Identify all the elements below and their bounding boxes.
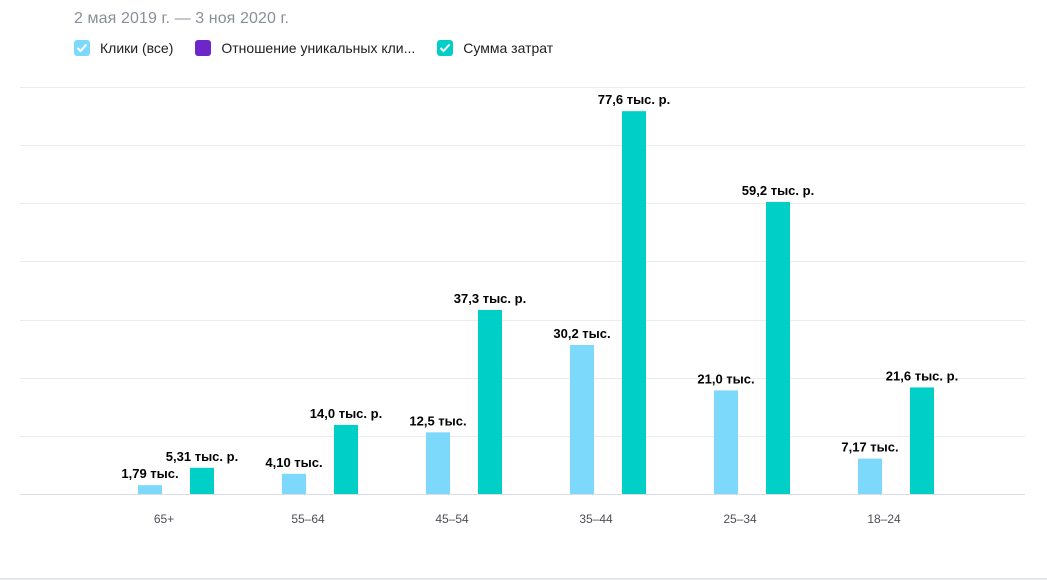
x-tick-label: 45–54	[435, 512, 469, 526]
checkbox-icon[interactable]	[437, 40, 454, 56]
bar-spend[interactable]	[910, 387, 934, 494]
bar-spend[interactable]	[766, 201, 790, 495]
legend-item-clicks[interactable]: Клики (все)	[74, 40, 173, 56]
date-range: 2 мая 2019 г. — 3 ноя 2020 г.	[74, 10, 290, 27]
legend-label-clicks: Клики (все)	[100, 40, 174, 56]
bar-spend[interactable]	[622, 111, 646, 494]
legend-label-spend: Сумма затрат	[463, 40, 554, 56]
bar-clicks[interactable]	[282, 473, 306, 494]
data-label: 77,6 тыс. р.	[598, 92, 670, 107]
legend-item-unique-ratio[interactable]: Отношение уникальных кли...	[195, 40, 415, 56]
x-tick-label: 25–34	[723, 512, 757, 526]
bar-clicks[interactable]	[426, 432, 450, 494]
bar-spend[interactable]	[334, 424, 358, 494]
data-label: 21,0 тыс.	[697, 371, 754, 386]
data-label: 14,0 тыс. р.	[310, 406, 382, 421]
legend-label-unique-ratio: Отношение уникальных кли...	[221, 40, 416, 56]
bar-chart: 65+ 1,79 тыс. 5,31 тыс. р. 55–64 4,10 тыс. 14…	[20, 87, 1025, 526]
divider	[0, 578, 1047, 580]
data-label: 21,6 тыс. р.	[886, 368, 958, 383]
bar-spend[interactable]	[478, 309, 502, 494]
x-tick-label: 65+	[154, 512, 174, 526]
data-label: 30,2 тыс.	[553, 326, 610, 341]
checkbox-icon[interactable]	[195, 40, 212, 56]
legend: Клики (все) Отношение уникальных кли... …	[74, 40, 575, 56]
checkbox-icon[interactable]	[74, 40, 90, 56]
data-label: 12,5 тыс.	[409, 413, 466, 428]
bar-clicks[interactable]	[138, 485, 162, 494]
bar-clicks[interactable]	[858, 458, 882, 494]
data-label: 37,3 тыс. р.	[454, 291, 526, 306]
x-tick-label: 35–44	[579, 512, 613, 526]
x-tick-label: 55–64	[291, 512, 325, 526]
data-label: 7,17 тыс.	[841, 440, 898, 455]
bar-clicks[interactable]	[570, 345, 594, 494]
data-label: 1,79 тыс.	[121, 466, 178, 481]
legend-item-spend[interactable]: Сумма затрат	[437, 40, 553, 56]
data-label: 5,31 тыс. р.	[166, 449, 238, 464]
data-label: 59,2 тыс. р.	[742, 183, 814, 198]
x-tick-label: 18–24	[867, 512, 901, 526]
data-label: 4,10 тыс.	[265, 455, 322, 470]
bar-spend[interactable]	[190, 467, 214, 494]
bar-clicks[interactable]	[714, 390, 738, 494]
